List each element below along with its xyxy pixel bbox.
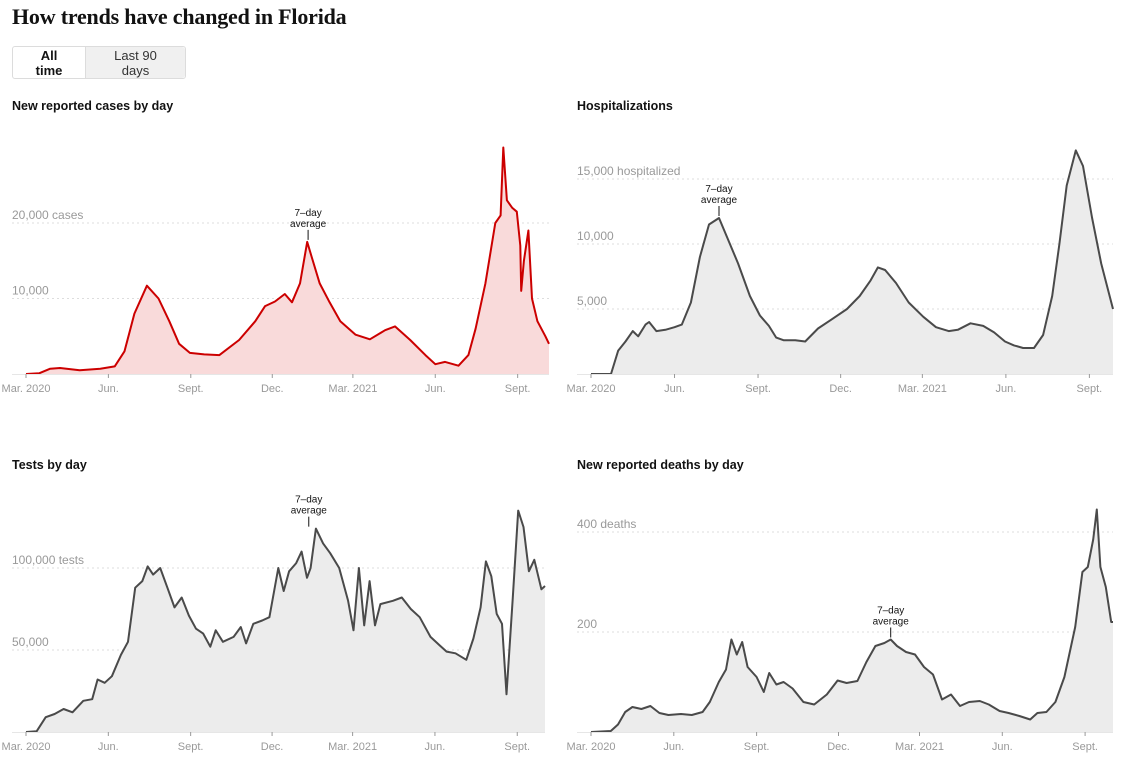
y-tick-label: 100,000 tests (12, 553, 84, 567)
x-tick-label: Jun. (425, 383, 446, 395)
cases-chart-svg: 10,000 20,000 cases Mar. 2020 Jun. Sept. Dec.… (2, 146, 550, 395)
x-tick-label: Dec. (261, 741, 284, 753)
x-tick-label: Sept. (744, 741, 770, 753)
x-tick-label: Mar. 2020 (567, 741, 616, 753)
x-tick-label: Mar. 2020 (567, 383, 616, 395)
x-tick-label: Mar. 2020 (2, 741, 51, 753)
series-line (25, 146, 550, 375)
time-range-toggle: All time Last 90 days (12, 46, 186, 79)
all-time-button[interactable]: All time (13, 47, 86, 78)
annotation-label: average (290, 219, 327, 230)
x-tick-label: Mar. 2021 (898, 383, 947, 395)
deaths-chart-svg: 200 400 deaths Mar. 2020 Jun. Sept. Dec. Mar. … (567, 508, 1113, 753)
series-line (25, 509, 546, 733)
chart-title: Tests by day (12, 458, 87, 472)
x-tick-label: Sept. (745, 383, 771, 395)
x-tick-label: Jun. (664, 383, 685, 395)
annotation-label: 7–day (877, 606, 904, 617)
chart-title: Hospitalizations (577, 99, 673, 113)
annotation-label: average (701, 195, 738, 206)
series-line (591, 149, 1114, 375)
x-tick-label: Mar. 2021 (328, 741, 377, 753)
y-tick-label: 10,000 (577, 229, 614, 243)
chart-title: New reported deaths by day (577, 458, 744, 472)
x-tick-label: Sept. (1072, 741, 1098, 753)
annotation-label: 7–day (705, 184, 732, 195)
x-tick-label: Dec. (261, 383, 284, 395)
annotation-label: average (873, 617, 910, 628)
x-tick-label: Jun. (98, 383, 119, 395)
x-tick-label: Jun. (98, 741, 119, 753)
annotation-label: average (291, 506, 328, 517)
x-tick-label: Dec. (827, 741, 850, 753)
x-tick-label: Jun. (992, 741, 1013, 753)
x-tick-label: Dec. (829, 383, 852, 395)
tests-chart: Tests by day 50,000 100,000 tests Mar. 202… (2, 457, 552, 757)
area-fill (26, 510, 545, 732)
y-tick-label: 10,000 (12, 284, 49, 298)
x-tick-label: Sept. (505, 383, 531, 395)
chart-title: New reported cases by day (12, 99, 174, 113)
x-tick-label: Jun. (995, 383, 1016, 395)
area-fill (591, 150, 1113, 374)
annotation-label: 7–day (295, 495, 322, 506)
y-tick-label: 400 deaths (577, 517, 636, 531)
y-tick-label: 15,000 hospitalized (577, 164, 680, 178)
area-fill (26, 147, 549, 374)
y-tick-label: 200 (577, 617, 597, 631)
y-tick-label: 5,000 (577, 294, 607, 308)
x-tick-label: Sept. (504, 741, 530, 753)
series-line (590, 508, 1113, 733)
x-tick-label: Mar. 2021 (328, 383, 377, 395)
y-tick-label: 50,000 (12, 635, 49, 649)
x-tick-label: Mar. 2021 (895, 741, 944, 753)
last-90-days-button[interactable]: Last 90 days (86, 47, 185, 78)
deaths-chart: New reported deaths by day 200 400 deaths… (567, 457, 1117, 757)
page-title: How trends have changed in Florida (12, 4, 347, 29)
hospitalizations-chart-svg: 5,000 10,000 15,000 hospitalized Mar. 2020 J… (567, 149, 1114, 395)
x-tick-label: Sept. (178, 383, 204, 395)
annotation-label: 7–day (294, 208, 321, 219)
x-tick-label: Sept. (178, 741, 204, 753)
x-tick-label: Sept. (1077, 383, 1103, 395)
cases-chart: New reported cases by day 10,000 20,000 c… (2, 98, 552, 398)
x-tick-label: Jun. (425, 741, 446, 753)
y-tick-label: 20,000 cases (12, 208, 83, 222)
x-tick-label: Jun. (663, 741, 684, 753)
x-tick-label: Mar. 2020 (2, 383, 51, 395)
area-fill (591, 509, 1113, 732)
tests-chart-svg: 50,000 100,000 tests Mar. 2020 Jun. Sept. Dec… (2, 495, 546, 753)
hospitalizations-chart: Hospitalizations 5,000 10,000 15,000 hospi… (567, 98, 1117, 398)
